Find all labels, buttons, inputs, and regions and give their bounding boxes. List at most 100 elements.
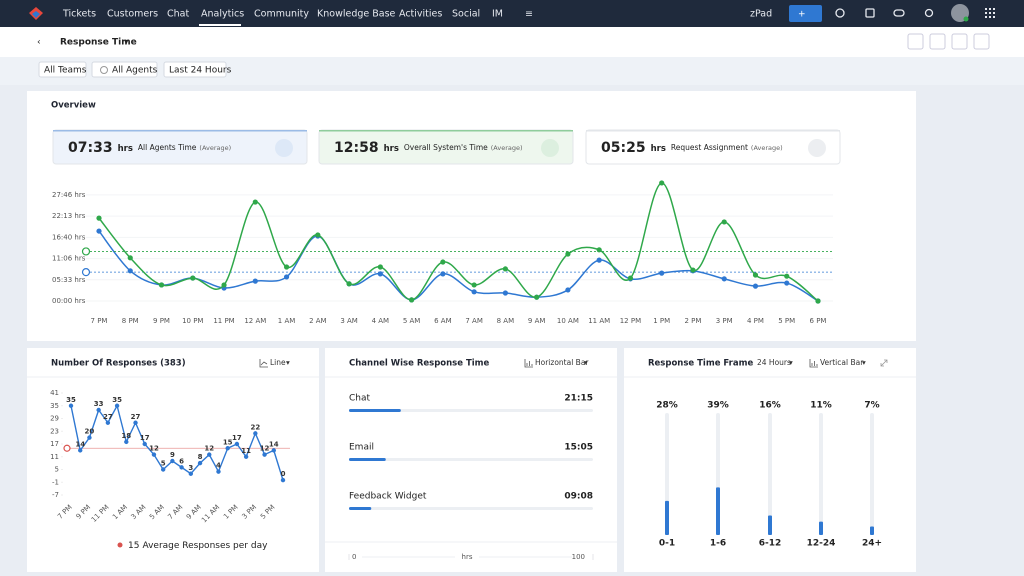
point	[784, 280, 790, 286]
y-tick-label: 35	[50, 402, 59, 410]
x-tick-label: 10 AM	[557, 317, 579, 325]
back-button[interactable]: ‹	[37, 38, 41, 48]
kpi-icon	[541, 139, 559, 157]
caret: ▾	[789, 358, 793, 367]
x-tick-label: 5 PM	[778, 317, 795, 325]
data-label: 12	[260, 445, 270, 453]
kpi-value: 12:58	[334, 140, 379, 156]
bar-track	[349, 458, 593, 461]
nav-item[interactable]: Activities	[399, 9, 442, 20]
y-tick-label: 23	[50, 427, 59, 435]
filter-label: All Teams	[44, 66, 87, 76]
point	[170, 458, 175, 464]
nav-item[interactable]: Knowledge Base	[317, 9, 396, 20]
kpi-value: 05:25	[601, 140, 646, 156]
point	[68, 403, 74, 408]
data-label: 20	[85, 428, 95, 436]
bar-track	[819, 413, 823, 535]
kpi-label: Overall System's Time	[404, 143, 488, 152]
data-label: 5	[161, 460, 166, 468]
caret: ▾	[584, 358, 588, 367]
nav-item[interactable]: Tickets	[62, 9, 96, 20]
x-tick-label: 0-1	[659, 539, 675, 549]
bar-track	[768, 413, 772, 535]
point	[471, 282, 477, 288]
y-tick-label: 5	[55, 466, 59, 474]
y-tick-label: 41	[50, 389, 59, 397]
workspace[interactable]: zPad	[750, 9, 772, 20]
x-tick-label: 3 PM	[716, 317, 733, 325]
nav-item[interactable]: IM	[492, 9, 503, 20]
nav-icons[interactable]	[835, 8, 934, 18]
nav-item[interactable]: Social	[452, 9, 480, 20]
point	[283, 264, 290, 270]
y-tick-label: 29	[50, 415, 59, 423]
x-tick-label: 100	[572, 553, 585, 561]
point	[96, 407, 101, 413]
data-label: 27	[103, 413, 113, 421]
nav-item[interactable]: Customers	[107, 9, 158, 20]
filter-button[interactable]	[38, 61, 87, 78]
data-label: 11	[241, 447, 251, 455]
header-actions[interactable]	[907, 33, 990, 50]
panel-title: Response Time Frame	[648, 359, 753, 369]
filter-button[interactable]	[91, 61, 158, 78]
point	[471, 289, 477, 295]
period-selector[interactable]: 24 Hours	[757, 358, 791, 367]
y-tick-label: -7	[52, 491, 59, 499]
nav-item[interactable]: Community	[254, 9, 309, 20]
data-label: 8	[198, 453, 203, 461]
more-icon[interactable]: ≡	[525, 9, 533, 20]
point	[377, 271, 383, 277]
y-tick-label: 11:06 hrs	[52, 255, 86, 263]
data-label: 17	[140, 434, 150, 442]
kpi-note: (Average)	[751, 144, 783, 152]
kpi-unit: hrs	[384, 144, 399, 154]
add-button[interactable]	[789, 5, 822, 22]
x-tick-label: 12 PM	[620, 317, 641, 325]
view-selector[interactable]: Horizontal Bar	[535, 358, 589, 367]
point	[752, 283, 759, 289]
y-tick-label: 27:46 hrs	[52, 191, 86, 199]
kpi-note: (Average)	[491, 144, 523, 152]
kpi-label: Request Assignment	[671, 143, 748, 152]
point	[188, 471, 194, 476]
point	[127, 255, 133, 261]
point	[158, 282, 165, 288]
bar	[716, 487, 720, 535]
data-label: 14	[269, 440, 279, 448]
bar	[349, 458, 386, 461]
x-tick-label: 12 AM	[244, 317, 266, 325]
point	[377, 264, 383, 270]
status-dot	[963, 16, 969, 22]
y-tick-label: 00:00 hrs	[52, 297, 86, 305]
view-selector[interactable]: Line	[270, 358, 286, 367]
view-selector[interactable]: Vertical Bar	[820, 358, 864, 367]
category-label: Chat	[349, 394, 371, 404]
point	[409, 297, 415, 303]
point	[534, 294, 540, 300]
value-label: 11%	[810, 401, 832, 411]
data-label: 12	[204, 445, 214, 453]
kpi-text: 07:33 hrs All Agents Time (Average)	[68, 140, 231, 156]
point	[659, 180, 665, 186]
panel-title: Channel Wise Response Time	[349, 359, 490, 369]
filter-button[interactable]	[163, 61, 227, 78]
x-tick-label: 10 PM	[182, 317, 203, 325]
x-tick-label: 11 PM	[213, 317, 234, 325]
logo	[29, 7, 43, 20]
value-label: 39%	[707, 401, 729, 411]
page-title[interactable]: Response Time	[60, 38, 137, 48]
point	[114, 403, 120, 408]
apps-icon[interactable]	[985, 8, 995, 18]
x-tick-label: 7 PM	[91, 317, 108, 325]
kpi-text: 05:25 hrs Request Assignment (Average)	[601, 140, 783, 156]
y-tick-label: 17	[50, 440, 59, 448]
nav-item[interactable]: Chat	[167, 9, 189, 20]
point	[243, 454, 249, 459]
point	[721, 219, 727, 225]
point	[78, 448, 83, 453]
nav-item[interactable]: Analytics	[201, 9, 244, 20]
view-icon	[809, 359, 818, 368]
x-axis-label: hrs	[462, 553, 473, 561]
